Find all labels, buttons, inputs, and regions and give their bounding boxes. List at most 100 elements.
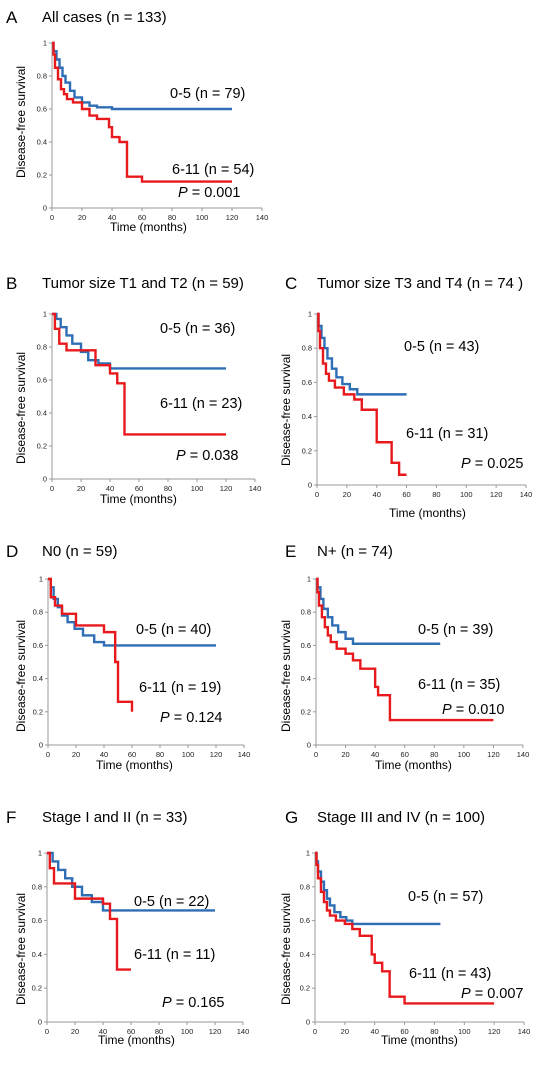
panel-d: D N0 (n = 59) Disease-free survival 0 20 4… (0, 534, 280, 784)
panel-title: N+ (n = 74) (317, 543, 393, 560)
series-label-low: 0-5 (n = 22) (134, 894, 210, 910)
x-tick-label: 100 (181, 1027, 194, 1036)
panel-letter: G (285, 808, 299, 827)
panel-letter: A (6, 8, 18, 27)
p-value: P = 0.001 (178, 185, 241, 201)
x-tick-label: 40 (99, 1027, 107, 1036)
series-label-low: 0-5 (n = 40) (136, 622, 212, 638)
y-tick-label: 0.2 (32, 984, 42, 993)
survival-curve-low (48, 577, 216, 647)
series-label-high: 6-11 (n = 19) (139, 680, 222, 696)
y-tick-label: 0.6 (300, 916, 310, 925)
y-tick-label: 0 (43, 204, 47, 213)
y-tick-label: 0.6 (302, 378, 312, 387)
x-axis-label: Time (months) (96, 758, 173, 772)
panel-a: A All cases (n = 133) Disease-free survi… (0, 0, 280, 235)
x-tick-label: 60 (400, 1027, 408, 1036)
x-tick-label: 140 (520, 490, 533, 499)
x-tick-label: 0 (45, 1027, 49, 1036)
x-axis-label: Time (months) (381, 1033, 458, 1047)
x-axis-label: Time (months) (389, 506, 466, 520)
p-value: P = 0.007 (461, 986, 524, 1002)
x-tick-label: 80 (155, 1027, 163, 1036)
y-tick-label: 0.8 (300, 882, 310, 891)
panel-letter: F (6, 808, 17, 827)
survival-curve-high (315, 851, 495, 1005)
x-tick-label: 60 (138, 213, 146, 222)
panel-title: Tumor size T3 and T4 (n = 74 ) (317, 275, 524, 292)
panel-title: All cases (n = 133) (42, 9, 167, 26)
panel-letter: B (6, 274, 18, 293)
km-plot: 0 20 40 60 80 100 120 140 0 0.2 0.4 0.6 0.8 1 (37, 310, 262, 494)
x-tick-label: 40 (106, 484, 114, 493)
y-tick-label: 0.8 (302, 344, 312, 353)
km-plot: 0 20 40 60 80 100 120 140 0 0.2 0.4 0.6 0.8 1 (32, 849, 250, 1037)
y-tick-label: 1 (43, 310, 47, 319)
x-tick-label: 20 (72, 750, 80, 759)
x-tick-label: 80 (156, 750, 164, 759)
series-label-high: 6-11 (n = 31) (406, 426, 489, 442)
y-tick-label: 0.4 (302, 412, 312, 421)
survival-curve-high (47, 851, 131, 971)
km-plot: 0 20 40 60 80 100 120 140 0 0.2 0.4 0.6 0.8 1 (300, 849, 531, 1037)
y-tick-label: 0.8 (301, 608, 311, 617)
y-tick-label: 0.4 (37, 409, 47, 418)
km-plot: 0 20 40 60 80 100 120 140 0 0.2 0.4 0.6 0.8 1 (302, 310, 533, 500)
x-tick-label: 100 (458, 750, 471, 759)
x-tick-label: 40 (108, 213, 116, 222)
y-tick-label: 0.2 (37, 171, 47, 180)
x-tick-label: 40 (373, 490, 381, 499)
series-label-low: 0-5 (n = 39) (418, 622, 494, 638)
panel-letter: C (285, 274, 298, 293)
p-value: P = 0.010 (442, 702, 505, 718)
panel-title: N0 (n = 59) (42, 543, 118, 560)
x-tick-label: 0 (313, 1027, 317, 1036)
x-tick-label: 20 (77, 484, 85, 493)
survival-curve-low (317, 312, 407, 396)
y-tick-label: 0.2 (301, 707, 311, 716)
x-tick-label: 140 (249, 484, 262, 493)
km-plot: 0 20 40 60 80 100 120 140 0 0.2 0.4 0.6 0.8 1 (33, 575, 251, 760)
y-tick-label: 0.4 (32, 950, 42, 959)
y-tick-label: 0.4 (33, 674, 43, 683)
x-tick-label: 140 (517, 750, 530, 759)
y-tick-label: 0.6 (37, 105, 47, 114)
survival-curve-high (52, 41, 232, 183)
x-tick-label: 60 (402, 490, 410, 499)
x-tick-label: 80 (430, 1027, 438, 1036)
y-tick-label: 1 (43, 39, 47, 48)
x-tick-label: 60 (127, 1027, 135, 1036)
x-tick-label: 40 (100, 750, 108, 759)
panel-e: E N+ (n = 74) Disease-free survival 0 20 4… (275, 534, 550, 784)
y-tick-label: 0 (307, 741, 311, 750)
x-tick-label: 0 (50, 213, 54, 222)
x-tick-label: 0 (50, 484, 54, 493)
series-label-high: 6-11 (n = 11) (134, 947, 216, 963)
x-tick-label: 120 (487, 750, 500, 759)
panel-c: C Tumor size T3 and T4 (n = 74 ) Disease… (275, 266, 550, 526)
p-value: P = 0.124 (160, 710, 223, 726)
x-tick-label: 120 (220, 484, 233, 493)
y-tick-label: 0.4 (37, 138, 47, 147)
series-label-high: 6-11 (n = 35) (418, 677, 501, 693)
y-tick-label: 0.6 (33, 641, 43, 650)
y-tick-label: 0 (306, 1018, 310, 1027)
y-tick-label: 0 (308, 481, 312, 490)
p-value: P = 0.025 (461, 456, 524, 472)
panel-title: Stage III and IV (n = 100) (317, 809, 486, 826)
p-value: P = 0.165 (162, 995, 225, 1011)
x-tick-label: 0 (314, 750, 318, 759)
x-tick-label: 140 (237, 1027, 250, 1036)
y-tick-label: 0 (43, 475, 47, 484)
y-tick-label: 0.6 (37, 376, 47, 385)
x-axis-label: Time (months) (100, 492, 177, 506)
x-tick-label: 60 (128, 750, 136, 759)
series-label-low: 0-5 (n = 79) (170, 86, 246, 102)
y-tick-label: 1 (307, 575, 311, 584)
survival-curve-high (317, 312, 407, 476)
panel-title: Tumor size T1 and T2 (n = 59) (42, 275, 244, 292)
y-tick-label: 0.4 (301, 674, 311, 683)
x-tick-label: 20 (341, 1027, 349, 1036)
x-tick-label: 140 (518, 1027, 531, 1036)
y-tick-label: 0.6 (32, 916, 42, 925)
